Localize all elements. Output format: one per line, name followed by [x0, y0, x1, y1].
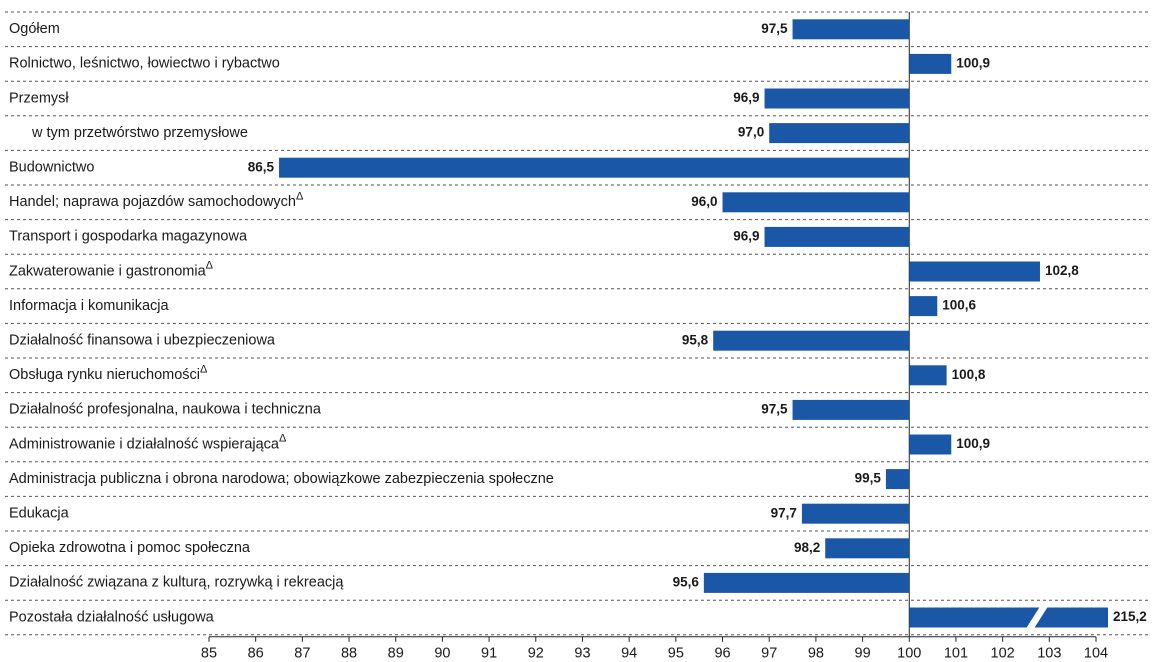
- x-tick-label: 101: [944, 646, 968, 662]
- x-tick-label: 94: [621, 646, 637, 662]
- x-tick-label: 96: [714, 646, 730, 662]
- category-label: Działalność finansowa i ubezpieczeniowa: [9, 333, 276, 349]
- x-tick-label: 100: [897, 646, 921, 662]
- bar: [722, 192, 910, 213]
- x-tick-label: 103: [1037, 646, 1061, 662]
- x-tick-label: 97: [761, 646, 777, 662]
- value-label: 100,9: [956, 55, 990, 70]
- value-label: 100,6: [942, 298, 976, 313]
- category-label: Ogółem: [9, 21, 60, 37]
- x-tick-label: 89: [388, 646, 404, 662]
- x-tick-label: 98: [808, 646, 824, 662]
- value-label: 100,8: [952, 367, 986, 382]
- value-label: 215,2: [1113, 609, 1147, 624]
- value-label: 95,6: [673, 574, 700, 589]
- bar: [909, 365, 947, 386]
- bar: [769, 123, 910, 144]
- category-label: Transport i gospodarka magazynowa: [9, 229, 248, 245]
- category-label: w tym przetwórstwo przemysłowe: [31, 125, 248, 141]
- x-tick-label: 95: [668, 646, 684, 662]
- bar: [279, 157, 910, 178]
- category-label: Administracja publiczna i obrona narodow…: [9, 471, 554, 487]
- x-tick-label: 88: [341, 646, 357, 662]
- bar: [764, 226, 910, 247]
- value-label: 95,8: [682, 332, 709, 347]
- value-label: 96,0: [691, 194, 717, 209]
- category-label: Administrowanie i działalność wspierając…: [9, 432, 287, 452]
- value-label: 97,7: [771, 505, 797, 520]
- x-tick-label: 102: [991, 646, 1015, 662]
- x-tick-label: 87: [294, 646, 310, 662]
- value-label: 102,8: [1045, 263, 1079, 278]
- value-label: 96,9: [733, 228, 759, 243]
- category-label: Działalność profesjonalna, naukowa i tec…: [9, 402, 322, 418]
- value-label: 97,5: [761, 21, 788, 36]
- bar: [703, 572, 910, 593]
- bar: [909, 261, 1040, 282]
- bar: [909, 434, 952, 455]
- bar: [713, 330, 910, 351]
- category-label: Edukacja: [9, 506, 70, 522]
- category-label: Pozostała działalność usługowa: [9, 609, 215, 625]
- bar: [825, 538, 910, 559]
- value-label: 98,2: [794, 540, 820, 555]
- category-label: Przemysł: [9, 90, 69, 106]
- value-label: 100,9: [956, 436, 990, 451]
- category-label: Obsługa rynku nieruchomościΔ: [9, 363, 208, 383]
- value-label: 86,5: [248, 159, 275, 174]
- x-tick-label: 90: [434, 646, 450, 662]
- bar: [909, 53, 952, 74]
- bar: [792, 19, 910, 40]
- value-label: 99,5: [855, 471, 882, 486]
- value-label: 97,0: [738, 125, 764, 140]
- value-label: 96,9: [733, 90, 759, 105]
- value-label: 97,5: [761, 401, 788, 416]
- x-tick-label: 86: [248, 646, 264, 662]
- category-label: Informacja i komunikacja: [9, 298, 169, 314]
- category-label: Rolnictwo, leśnictwo, łowiectwo i rybact…: [9, 56, 280, 72]
- x-tick-label: 93: [574, 646, 590, 662]
- bar: [885, 469, 910, 490]
- bar: [792, 399, 910, 420]
- x-tick-label: 99: [855, 646, 871, 662]
- category-label: Działalność związana z kulturą, rozrywką…: [9, 575, 344, 591]
- category-label: Opieka zdrowotna i pomoc społeczna: [9, 540, 251, 556]
- bar: [801, 503, 910, 524]
- axis-break: [1025, 606, 1048, 629]
- x-tick-label: 91: [481, 646, 497, 662]
- category-label: Budownictwo: [9, 160, 94, 176]
- category-label: Handel; naprawa pojazdów samochodowychΔ: [9, 190, 304, 210]
- bar: [909, 296, 938, 317]
- bar: [909, 607, 1108, 628]
- category-label: Zakwaterowanie i gastronomiaΔ: [9, 259, 214, 279]
- x-tick-label: 104: [1084, 646, 1108, 662]
- bar: [764, 88, 910, 109]
- x-tick-label: 92: [528, 646, 544, 662]
- x-tick-label: 85: [201, 646, 217, 662]
